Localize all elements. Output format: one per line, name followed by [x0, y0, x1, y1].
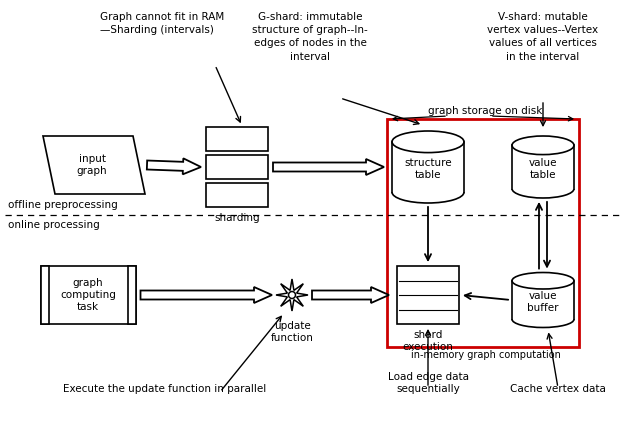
Ellipse shape [512, 311, 574, 327]
Ellipse shape [392, 131, 464, 153]
Ellipse shape [392, 181, 464, 203]
Bar [512, 281, 574, 319]
Text: Cache vertex data: Cache vertex data [510, 384, 606, 394]
Text: Graph cannot fit in RAM
—Sharding (intervals): Graph cannot fit in RAM —Sharding (inter… [100, 12, 224, 35]
Bar [392, 142, 464, 192]
Bar [511, 310, 575, 319]
Text: shard
execution: shard execution [403, 330, 453, 352]
Text: structure
table: structure table [404, 158, 452, 180]
Bar [511, 179, 575, 189]
Text: sharding: sharding [214, 213, 260, 223]
Bar [206, 183, 268, 207]
Text: G-shard: immutable
structure of graph--In-
edges of nodes in the
interval: G-shard: immutable structure of graph--I… [252, 12, 368, 62]
Text: input
graph: input graph [77, 154, 107, 176]
Circle shape [288, 292, 296, 298]
Text: in-memory graph computation: in-memory graph computation [411, 350, 560, 360]
Polygon shape [276, 279, 308, 311]
Text: update
function: update function [271, 321, 313, 343]
Ellipse shape [512, 179, 574, 198]
Text: Load edge data
sequentially: Load edge data sequentially [387, 372, 468, 394]
Text: value
table: value table [529, 158, 557, 180]
Bar [127, 266, 136, 324]
FancyArrow shape [141, 287, 272, 303]
FancyArrow shape [147, 158, 201, 174]
Bar [40, 266, 136, 324]
Text: Execute the update function in parallel: Execute the update function in parallel [63, 384, 267, 394]
Bar [206, 155, 268, 179]
Bar [512, 145, 574, 189]
Text: V-shard: mutable
vertex values--Vertex
values of all vertices
in the interval: V-shard: mutable vertex values--Vertex v… [487, 12, 598, 62]
FancyArrow shape [312, 287, 389, 303]
Bar [391, 180, 465, 192]
FancyArrow shape [273, 159, 384, 175]
Polygon shape [43, 136, 145, 194]
Text: offline preprocessing: offline preprocessing [8, 200, 118, 210]
Bar [387, 119, 579, 347]
Bar [40, 266, 48, 324]
Bar [206, 127, 268, 151]
Ellipse shape [512, 273, 574, 289]
Text: graph
computing
task: graph computing task [60, 279, 116, 311]
Bar [397, 266, 459, 324]
Text: online processing: online processing [8, 220, 100, 230]
Text: graph storage on disk: graph storage on disk [428, 106, 543, 116]
Ellipse shape [512, 136, 574, 154]
Text: value
buffer: value buffer [528, 291, 559, 313]
